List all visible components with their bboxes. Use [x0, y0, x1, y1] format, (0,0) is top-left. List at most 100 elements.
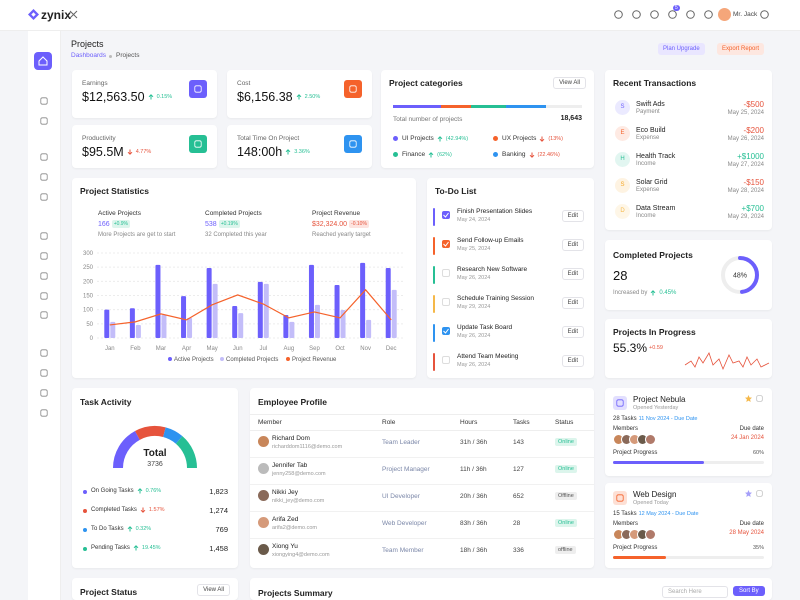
bar	[283, 315, 289, 338]
star-shape	[745, 395, 752, 402]
card-title: Completed Projects	[613, 250, 693, 260]
progress-percent: 35%	[752, 545, 764, 551]
task-bullet	[83, 490, 87, 494]
category-bar-segment	[471, 105, 506, 108]
export-report-button[interactable]: Export Report	[717, 43, 765, 55]
header-icon-shape	[760, 10, 769, 19]
button[interactable]: View All	[553, 77, 586, 89]
summary-label: Project Revenue	[312, 210, 361, 217]
card-title: Projects In Progress	[613, 327, 696, 337]
icon-shape	[40, 173, 48, 181]
inline-row: $32,324.00 -0.10%	[312, 220, 369, 228]
category-change: (13%)	[548, 135, 563, 142]
card-title: Recent Transactions	[613, 78, 697, 88]
breadcrumb-link[interactable]: Dashboards	[71, 52, 107, 59]
icon-shape	[40, 292, 48, 300]
row-line	[250, 484, 594, 485]
transaction-avatar: H	[615, 152, 630, 167]
sort-button[interactable]: Sort By	[733, 586, 765, 596]
table-header-line	[250, 414, 594, 415]
page-title: Projects	[71, 39, 104, 49]
trend-icon	[428, 151, 434, 157]
trend-icon	[127, 526, 132, 532]
check-shape	[443, 241, 449, 247]
plan-upgrade-button[interactable]: Plan Upgrade	[658, 43, 705, 55]
transaction-name: Health Track	[636, 153, 676, 160]
y-tick-label: 50	[86, 322, 93, 328]
legend-label: Project Revenue	[292, 357, 337, 363]
button[interactable]: Edit	[561, 297, 584, 309]
task-name: On Going Tasks	[91, 488, 134, 494]
summary-label: Completed Projects	[205, 210, 262, 217]
transaction-amount: -$200	[743, 126, 764, 135]
bar	[161, 315, 167, 338]
column-header: Status	[555, 419, 574, 426]
category-dot	[393, 136, 398, 141]
y-tick-label: 100	[83, 308, 94, 314]
completed-change: 0.45%	[659, 290, 677, 296]
button[interactable]: View All	[197, 584, 230, 596]
bar	[135, 324, 141, 338]
header-icon	[650, 10, 659, 19]
summary-change: -0.10%	[349, 220, 369, 228]
todo-marker	[433, 237, 435, 255]
category-bar-segment	[393, 105, 441, 108]
check-icon	[443, 241, 449, 247]
summary-note: Reached yearly target	[312, 232, 371, 238]
button[interactable]: Edit	[561, 210, 584, 222]
top-bar: zynix 5 Mr. Jack	[0, 0, 800, 31]
transaction-type: Expense	[636, 187, 660, 193]
category-bar-rest	[546, 105, 582, 108]
gauge-total-label: Total	[143, 448, 167, 459]
transaction-type: Expense	[636, 135, 660, 141]
icon-shape	[756, 395, 763, 402]
icon	[40, 252, 48, 260]
card: Cost $6,156.38 2.50%	[227, 70, 372, 118]
transaction-amount: -$500	[743, 100, 764, 109]
inline-row: Increased by 0.45%	[613, 290, 676, 296]
stat-change: 2.50%	[304, 94, 321, 100]
inline-row: $6,156.38 2.50%	[237, 90, 320, 104]
search-input[interactable]: Search Here	[662, 586, 728, 598]
summary-value: 166	[98, 220, 110, 228]
employee-status: Offline	[555, 492, 577, 500]
x-tick-label: May	[206, 346, 217, 352]
transaction-name: Data Stream	[636, 205, 676, 212]
button[interactable]: Edit	[561, 326, 584, 338]
y-tick-label: 150	[83, 294, 94, 300]
icon-shape	[616, 399, 624, 407]
summary-note: More Projects are get to start	[98, 232, 176, 238]
employee-role: Team Leader	[382, 439, 420, 446]
gauge	[113, 426, 197, 469]
employee-name: Nikki Jey	[272, 489, 299, 496]
summary-change: +0.19%	[218, 220, 240, 228]
category-name: Banking	[502, 151, 526, 158]
task-name: Completed Tasks	[91, 507, 137, 513]
x-tick-label: Sep	[309, 346, 320, 352]
row-line	[250, 511, 594, 512]
header-icon-shape	[632, 10, 641, 19]
summary-value: 538	[205, 220, 217, 228]
stat-icon	[344, 135, 362, 153]
completed-value: 28	[613, 268, 628, 283]
legend-marker	[168, 357, 172, 361]
button[interactable]: Edit	[561, 239, 584, 251]
trend-arrow	[140, 507, 146, 513]
todo-checkbox	[442, 269, 450, 277]
icon	[40, 272, 48, 280]
row-line	[250, 457, 594, 458]
button[interactable]: Edit	[561, 268, 584, 280]
transaction-avatar: S	[615, 100, 630, 115]
card: Total Time On Project 148:00h 3.36%	[227, 125, 372, 168]
button[interactable]: Edit	[561, 355, 584, 367]
employee-name: Xiong Yu	[272, 543, 298, 550]
trend-icon	[296, 94, 301, 100]
todo-marker	[433, 266, 435, 284]
project-due-note: 11 Nov 2024 - Due Date	[638, 416, 698, 422]
employee-avatar	[258, 463, 269, 474]
trend-icon	[133, 545, 139, 551]
task-count: 1,823	[209, 487, 228, 496]
header-icon-shape	[650, 10, 659, 19]
inline-row: 166 +0.9%	[98, 220, 131, 228]
todo-task: Update Task Board	[457, 324, 513, 331]
